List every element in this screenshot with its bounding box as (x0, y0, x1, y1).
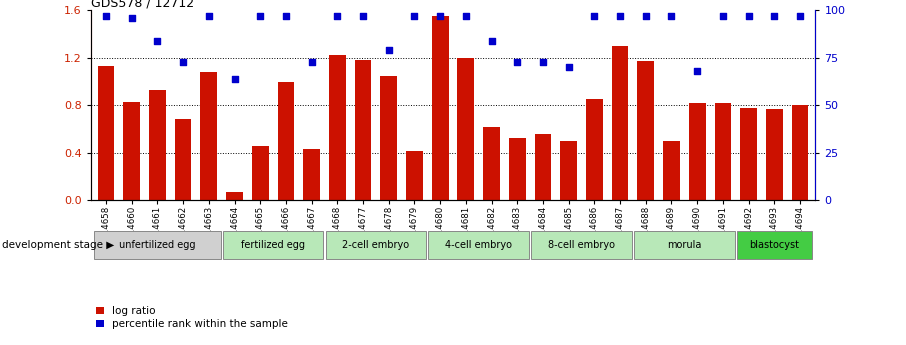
Text: 2-cell embryo: 2-cell embryo (342, 240, 410, 250)
Point (407, 13, 421, 19)
Point (767, 13, 782, 19)
Bar (123, 102, 140, 200)
Bar (766, 109, 783, 200)
Bar (612, 46, 629, 200)
Bar (509, 138, 525, 200)
Point (535, 59, 550, 64)
Point (793, 13, 807, 19)
Point (741, 13, 756, 19)
Bar (586, 99, 602, 200)
Legend: log ratio, percentile rank within the sample: log ratio, percentile rank within the sa… (96, 306, 288, 329)
Text: morula: morula (667, 240, 701, 250)
Point (330, 13, 344, 19)
Point (433, 13, 448, 19)
Bar (458, 58, 474, 200)
FancyBboxPatch shape (737, 231, 812, 259)
Text: 4-cell embryo: 4-cell embryo (445, 240, 512, 250)
Text: blastocyst: blastocyst (749, 240, 799, 250)
Point (716, 13, 730, 19)
Point (612, 13, 627, 19)
Bar (663, 141, 680, 200)
Point (690, 68, 705, 74)
Bar (715, 103, 731, 200)
Point (227, 76, 242, 81)
Bar (381, 76, 397, 200)
Text: fertilized egg: fertilized egg (241, 240, 305, 250)
Point (124, 15, 139, 21)
Bar (406, 151, 423, 200)
Bar (277, 81, 294, 200)
Bar (304, 149, 320, 200)
Point (356, 13, 371, 19)
Bar (535, 134, 552, 200)
Bar (252, 146, 268, 200)
Bar (329, 56, 346, 200)
Point (253, 13, 267, 19)
Point (150, 38, 165, 43)
Bar (638, 61, 654, 200)
Point (176, 59, 190, 64)
Bar (175, 119, 191, 200)
Bar (560, 141, 577, 200)
Bar (149, 90, 166, 200)
Point (304, 59, 319, 64)
Bar (689, 103, 706, 200)
FancyBboxPatch shape (531, 231, 631, 259)
FancyBboxPatch shape (223, 231, 323, 259)
Point (381, 47, 396, 53)
Point (639, 13, 653, 19)
Point (562, 65, 576, 70)
Point (458, 13, 473, 19)
Bar (200, 72, 217, 200)
Bar (432, 16, 448, 200)
FancyBboxPatch shape (325, 231, 426, 259)
Text: GDS578 / 12712: GDS578 / 12712 (91, 0, 194, 9)
Text: unfertilized egg: unfertilized egg (120, 240, 196, 250)
Bar (792, 105, 808, 200)
Text: development stage ▶: development stage ▶ (2, 240, 114, 250)
Point (587, 13, 602, 19)
FancyBboxPatch shape (429, 231, 529, 259)
FancyBboxPatch shape (94, 231, 221, 259)
Point (279, 13, 294, 19)
Bar (98, 66, 114, 200)
Bar (226, 192, 243, 200)
Point (99, 13, 113, 19)
Bar (483, 127, 500, 200)
Bar (740, 108, 757, 200)
Text: 8-cell embryo: 8-cell embryo (548, 240, 615, 250)
Point (664, 13, 679, 19)
Point (510, 59, 525, 64)
Point (485, 38, 499, 43)
FancyBboxPatch shape (634, 231, 735, 259)
Bar (354, 60, 371, 200)
Point (201, 13, 216, 19)
